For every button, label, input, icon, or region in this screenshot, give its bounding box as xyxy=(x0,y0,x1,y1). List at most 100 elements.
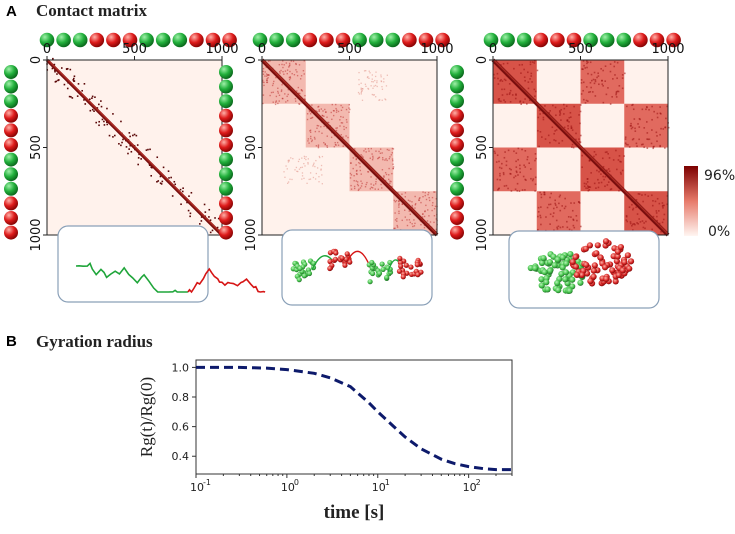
contact-speckle xyxy=(640,143,643,146)
contact-speckle xyxy=(322,110,324,112)
contact-speckle xyxy=(420,223,422,226)
contact-speckle xyxy=(392,163,394,165)
contact-speckle xyxy=(318,130,320,133)
contact-speckle xyxy=(278,70,281,73)
contact-speckle xyxy=(376,80,378,82)
contact-speckle xyxy=(370,176,372,178)
contact-speckle xyxy=(620,161,622,163)
contact-speckle xyxy=(411,201,413,203)
contact-speckle xyxy=(435,218,438,220)
compartment-bead-red xyxy=(569,258,576,266)
contact-speckle xyxy=(509,89,512,92)
contact-speckle xyxy=(392,167,394,170)
contact-speckle xyxy=(534,159,536,162)
contact-speckle xyxy=(556,228,559,230)
compartment-bead-red xyxy=(624,252,631,259)
contact-speckle xyxy=(374,183,377,185)
globule-bead-red xyxy=(343,256,349,262)
compartment-bead-red xyxy=(614,253,621,260)
contact-speckle xyxy=(156,180,158,183)
y-tick-label: 0.4 xyxy=(172,450,190,463)
contact-speckle xyxy=(585,183,588,185)
compartment-bead-green xyxy=(531,265,539,272)
contact-speckle xyxy=(643,127,646,129)
contact-speckle xyxy=(304,94,306,97)
contact-speckle xyxy=(615,92,618,94)
contact-speckle xyxy=(593,155,595,158)
bead-top-green xyxy=(252,32,268,48)
contact-speckle xyxy=(426,220,429,222)
y-tick-label: 500 xyxy=(29,135,44,160)
contact-speckle xyxy=(352,157,355,159)
contact-speckle xyxy=(632,137,635,140)
bead-top-green xyxy=(56,32,71,48)
contact-speckle xyxy=(537,129,539,132)
contact-speckle xyxy=(572,219,575,221)
bead-top-red xyxy=(533,32,549,48)
bead-top-green xyxy=(500,32,515,48)
contact-speckle xyxy=(73,80,75,82)
contact-speckle xyxy=(394,201,397,203)
contact-speckle xyxy=(371,93,373,96)
contact-speckle xyxy=(647,138,649,141)
contact-speckle xyxy=(326,116,328,118)
contact-speckle xyxy=(567,216,570,218)
contact-speckle xyxy=(274,103,277,106)
contact-speckle xyxy=(316,127,318,129)
contact-speckle xyxy=(590,86,592,89)
contact-speckle xyxy=(65,68,68,70)
contact-speckle xyxy=(280,89,283,91)
contact-speckle xyxy=(641,220,644,222)
contact-speckle xyxy=(617,90,620,93)
compartment-bead-red xyxy=(572,263,580,270)
y-tick-label: 0 xyxy=(475,56,490,64)
contact-speckle xyxy=(159,182,162,184)
contact-speckle xyxy=(394,219,397,221)
compartment-bead-red xyxy=(626,265,633,272)
bead-left-red xyxy=(219,196,233,211)
contact-speckle xyxy=(371,187,374,189)
contact-speckle xyxy=(514,175,517,177)
contact-speckle xyxy=(287,93,289,96)
contact-speckle xyxy=(411,223,413,225)
globule-bead-green xyxy=(369,270,376,277)
contact-speckle xyxy=(262,67,265,70)
contact-speckle xyxy=(360,93,362,95)
contact-speckle xyxy=(398,210,400,213)
contact-speckle xyxy=(294,98,297,100)
contact-speckle xyxy=(401,219,403,222)
x-tick-exponent: 0 xyxy=(294,478,299,487)
contact-speckle xyxy=(303,60,305,62)
contact-speckle xyxy=(580,134,582,137)
contact-speckle xyxy=(577,201,580,203)
contact-speckle xyxy=(148,164,151,166)
contact-speckle xyxy=(513,150,515,153)
contact-speckle xyxy=(325,111,327,113)
y-tick-label: 500 xyxy=(244,135,259,160)
bead-left-green xyxy=(4,65,18,79)
contact-speckle xyxy=(307,138,310,140)
contact-speckle xyxy=(367,87,369,90)
contact-speckle xyxy=(658,222,661,225)
contact-speckle xyxy=(359,187,362,189)
x-tick-label: 500 xyxy=(122,42,147,57)
contact-speckle xyxy=(301,175,304,177)
contact-speckle xyxy=(561,139,564,142)
contact-speckle xyxy=(373,85,375,87)
contact-speckle xyxy=(181,190,184,193)
globule-bead-red xyxy=(327,258,333,265)
contact-speckle xyxy=(298,64,301,66)
compartment-bead-green xyxy=(566,287,573,294)
contact-speckle xyxy=(581,154,583,157)
contact-speckle xyxy=(182,187,184,190)
bead-top-green xyxy=(483,32,499,48)
contact-speckle xyxy=(662,128,665,130)
contact-speckle xyxy=(550,192,552,195)
contact-speckle xyxy=(638,138,640,141)
contact-speckle xyxy=(342,145,344,147)
contact-speckle xyxy=(552,215,554,218)
contact-speckle xyxy=(358,162,360,164)
contact-speckle xyxy=(320,168,322,170)
contact-speckle xyxy=(91,97,93,99)
contact-speckle xyxy=(287,161,290,163)
